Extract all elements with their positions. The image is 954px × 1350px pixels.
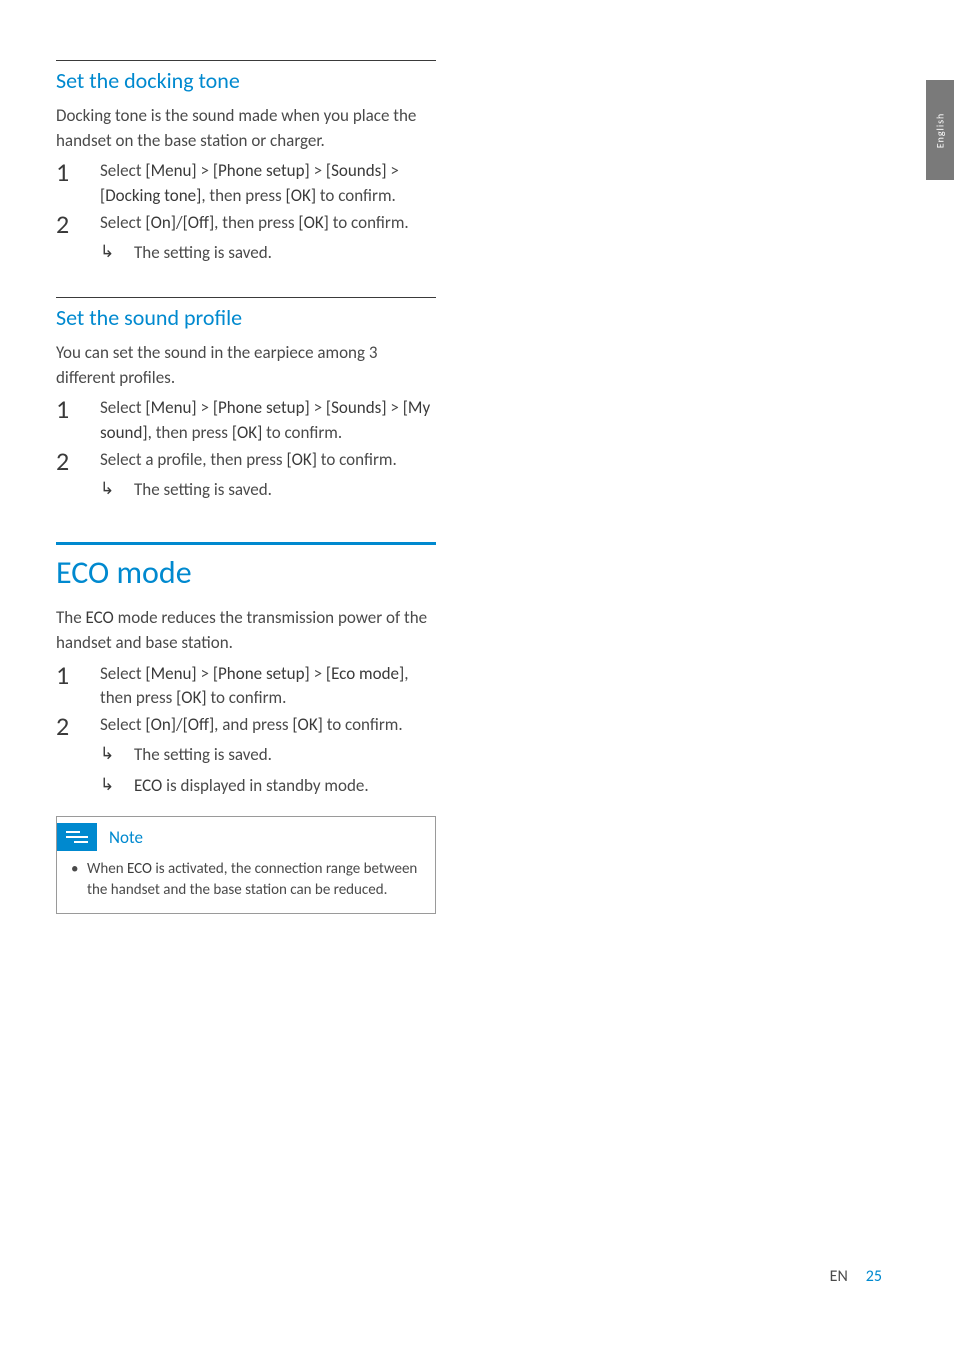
bullet-icon: •	[71, 859, 87, 901]
note-text: When ECO is activated, the connection ra…	[87, 859, 421, 901]
step-body: Select [Menu] > [Phone setup] > [Sounds]…	[100, 396, 436, 445]
step-2: 2 Select [On]/[Off], then press [OK] to …	[56, 211, 436, 237]
heading-eco-mode: ECO mode	[56, 553, 436, 592]
result-row: ↳ The setting is saved.	[100, 743, 436, 768]
result-arrow-icon: ↳	[100, 241, 134, 266]
heading-sound-profile: Set the sound profile	[56, 304, 436, 331]
step-body: Select [Menu] > [Phone setup] > [Sounds]…	[100, 159, 436, 208]
note-box: Note • When ECO is activated, the connec…	[56, 816, 436, 914]
step-number: 1	[56, 159, 100, 208]
step-number: 2	[56, 713, 100, 739]
step-body: Select a profile, then press [OK] to con…	[100, 448, 436, 474]
step-number: 2	[56, 448, 100, 474]
step-number: 2	[56, 211, 100, 237]
result-row: ↳ The setting is saved.	[100, 241, 436, 266]
result-arrow-icon: ↳	[100, 478, 134, 503]
intro-docking-tone: Docking tone is the sound made when you …	[56, 104, 436, 153]
footer-lang: EN	[830, 1267, 848, 1286]
intro-eco-mode: The ECO mode reduces the transmission po…	[56, 606, 436, 655]
result-text: The setting is saved.	[134, 241, 436, 266]
result-row: ↳ The setting is saved.	[100, 478, 436, 503]
step-body: Select [On]/[Off], and press [OK] to con…	[100, 713, 436, 739]
result-arrow-icon: ↳	[100, 743, 134, 768]
step-1: 1 Select [Menu] > [Phone setup] > [Sound…	[56, 396, 436, 445]
section-rule	[56, 297, 436, 298]
step-number: 1	[56, 396, 100, 445]
note-header: Note	[57, 817, 435, 855]
step-2: 2 Select [On]/[Off], and press [OK] to c…	[56, 713, 436, 739]
result-text: ECO is displayed in standby mode.	[134, 774, 436, 799]
step-body: Select [Menu] > [Phone setup] > [Eco mod…	[100, 662, 436, 711]
heading-major-wrap: ECO mode	[56, 542, 436, 592]
step-number: 1	[56, 662, 100, 711]
note-body: • When ECO is activated, the connection …	[57, 855, 435, 913]
footer-page-number: 25	[866, 1267, 882, 1286]
result-text: The setting is saved.	[134, 743, 436, 768]
step-1: 1 Select [Menu] > [Phone setup] > [Eco m…	[56, 662, 436, 711]
result-text: The setting is saved.	[134, 478, 436, 503]
intro-sound-profile: You can set the sound in the earpiece am…	[56, 341, 436, 390]
note-title: Note	[109, 827, 143, 848]
heading-docking-tone: Set the docking tone	[56, 67, 436, 94]
result-arrow-icon: ↳	[100, 774, 134, 799]
step-2: 2 Select a profile, then press [OK] to c…	[56, 448, 436, 474]
note-item: • When ECO is activated, the connection …	[71, 859, 421, 901]
page-footer: EN 25	[830, 1267, 882, 1286]
note-icon	[57, 823, 97, 851]
language-tab-label: English	[934, 112, 947, 148]
result-row: ↳ ECO is displayed in standby mode.	[100, 774, 436, 799]
section-rule	[56, 60, 436, 61]
step-body: Select [On]/[Off], then press [OK] to co…	[100, 211, 436, 237]
language-tab: English	[926, 80, 954, 180]
step-1: 1 Select [Menu] > [Phone setup] > [Sound…	[56, 159, 436, 208]
page-column: Set the docking tone Docking tone is the…	[56, 60, 436, 914]
